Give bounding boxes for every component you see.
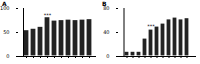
svg-text:80: 80	[103, 5, 110, 12]
svg-text:40: 40	[103, 29, 109, 35]
svg-text:***: ***	[147, 23, 155, 29]
svg-text:***: ***	[44, 12, 52, 18]
html-text:A: A	[2, 0, 7, 7]
svg-text:0: 0	[6, 53, 9, 59]
html-text:B: B	[102, 0, 107, 7]
svg-text:50: 50	[3, 29, 9, 35]
svg-text:0: 0	[106, 53, 109, 59]
